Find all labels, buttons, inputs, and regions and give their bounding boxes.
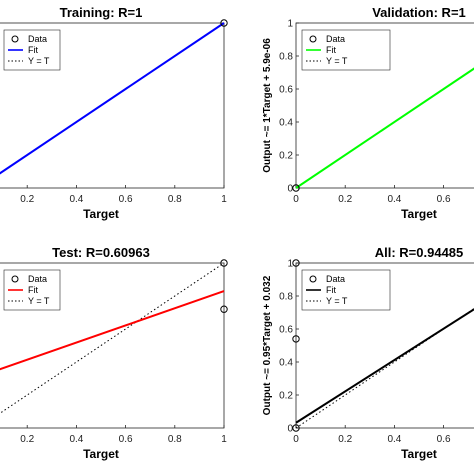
y-tick-label: 0.6 — [279, 85, 293, 96]
x-tick-label: 0.4 — [387, 194, 401, 205]
fit-line — [295, 308, 474, 424]
x-tick-label: 0.2 — [20, 434, 34, 445]
subplot-2: 0 0.2 0.4 0.6 0 0.2 0.4 0.6 0.8 1 Validation: R=1 T… — [262, 5, 474, 221]
y-tick-label: 1 — [287, 19, 293, 30]
subplot-4: 0 0.2 0.4 0.6 0 0.2 0.4 0.6 0.8 1 All: R=0.94485 Ta… — [262, 245, 474, 461]
x-tick-label: 0.4 — [387, 434, 401, 445]
data-point — [292, 424, 300, 432]
subplot-title: All: R=0.94485 — [375, 245, 464, 260]
subplot-3: 0.2 0.4 0.6 0.8 1 Test: R=0.60963 Target DataFi… — [0, 245, 228, 461]
data-point — [292, 259, 300, 267]
y-tick-label: 0.4 — [279, 358, 293, 369]
y-tick-label: 0 — [287, 184, 293, 195]
y-axis-label: Output ~= 1*Target + 5.9e-06 — [262, 38, 273, 173]
x-tick-label: 0.4 — [69, 434, 83, 445]
data-point — [292, 184, 300, 192]
legend-label: Data — [326, 274, 345, 284]
y-tick-label: 0.4 — [279, 118, 293, 129]
legend-label: Y = T — [28, 56, 50, 66]
y-tick-label: 0.8 — [279, 52, 293, 63]
legend-label: Data — [28, 34, 47, 44]
subplot-title: Validation: R=1 — [372, 5, 466, 20]
y-tick-label: 0 — [287, 424, 293, 435]
subplot-title: Training: R=1 — [60, 5, 143, 20]
x-tick-label: 1 — [221, 194, 227, 205]
x-axis-label: Target — [83, 447, 119, 461]
x-tick-label: 0.4 — [69, 194, 83, 205]
legend-marker — [309, 35, 317, 43]
legend-label: Fit — [28, 285, 38, 295]
legend-label: Fit — [326, 285, 336, 295]
x-tick-label: 0 — [293, 434, 299, 445]
data-point — [220, 19, 228, 27]
x-tick-label: 0 — [293, 194, 299, 205]
legend-label: Y = T — [326, 296, 348, 306]
x-tick-label: 0.2 — [20, 194, 34, 205]
x-tick-label: 0.6 — [119, 434, 133, 445]
data-point — [220, 305, 228, 313]
legend-marker — [11, 35, 19, 43]
legend-label: Fit — [326, 45, 336, 55]
x-tick-label: 0.2 — [338, 434, 352, 445]
x-tick-label: 0.6 — [437, 434, 451, 445]
legend-label: Data — [326, 34, 345, 44]
x-tick-label: 0.8 — [168, 434, 182, 445]
x-tick-label: 0.6 — [437, 194, 451, 205]
legend-marker — [11, 275, 19, 283]
x-tick-label: 0.2 — [338, 194, 352, 205]
legend-label: Y = T — [28, 296, 50, 306]
legend-label: Data — [28, 274, 47, 284]
y-tick-label: 0.8 — [279, 292, 293, 303]
y-axis-label: Output ~= 0.95*Target + 0.032 — [262, 275, 273, 415]
subplot-title: Test: R=0.60963 — [52, 245, 150, 260]
legend-marker — [309, 275, 317, 283]
legend-label: Fit — [28, 45, 38, 55]
y-tick-label: 1 — [287, 259, 293, 270]
fit-line — [0, 22, 225, 175]
data-point — [292, 335, 300, 343]
x-axis-label: Target — [83, 207, 119, 221]
y-tick-label: 0.6 — [279, 325, 293, 336]
data-point — [220, 259, 228, 267]
x-tick-label: 0.8 — [168, 194, 182, 205]
y-tick-label: 0.2 — [279, 391, 293, 402]
x-tick-label: 0.6 — [119, 194, 133, 205]
fit-line — [0, 290, 225, 371]
y-tick-label: 0.2 — [279, 151, 293, 162]
subplot-1: 0.2 0.4 0.6 0.8 1 Training: R=1 Target DataFitY… — [0, 5, 228, 221]
x-axis-label: Target — [401, 207, 437, 221]
x-axis-label: Target — [401, 447, 437, 461]
fit-line — [295, 67, 474, 189]
identity-line — [0, 262, 225, 414]
legend-label: Y = T — [326, 56, 348, 66]
x-tick-label: 1 — [221, 434, 227, 445]
